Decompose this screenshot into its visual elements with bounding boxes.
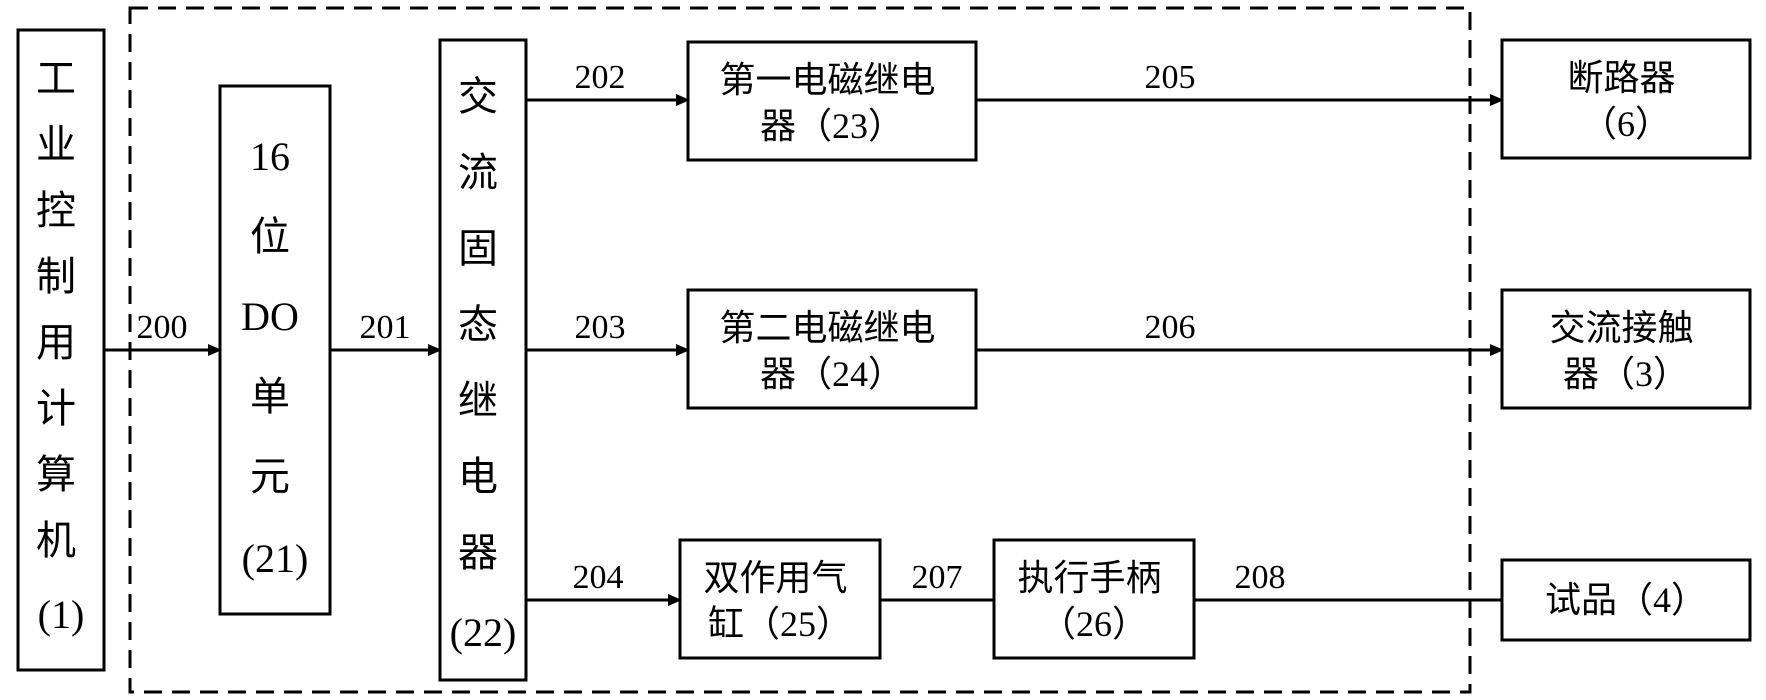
box-sample-text: 试品（4） — [1545, 580, 1707, 620]
box-computer-text: 工 业 控 制 用 计 算 机 (1) — [36, 56, 86, 637]
label-206: 206 — [1145, 309, 1196, 346]
label-208: 208 — [1235, 559, 1286, 596]
label-205: 205 — [1145, 59, 1196, 96]
box-ssr — [440, 40, 526, 680]
label-200: 200 — [137, 309, 188, 346]
label-207: 207 — [912, 559, 963, 596]
label-202: 202 — [575, 59, 626, 96]
label-204: 204 — [573, 559, 624, 596]
label-203: 203 — [575, 309, 626, 346]
label-201: 201 — [360, 309, 411, 346]
